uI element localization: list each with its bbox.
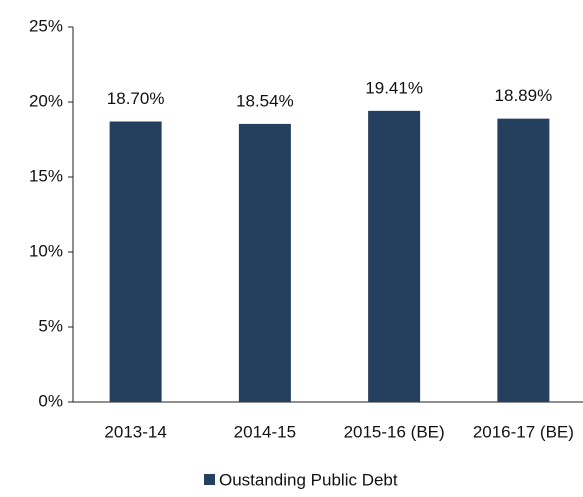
legend-label: Oustanding Public Debt xyxy=(219,470,398,489)
legend-swatch xyxy=(204,474,215,485)
bar xyxy=(497,118,550,403)
y-tick-label: 0% xyxy=(38,391,63,410)
x-tick-label: 2015-16 (BE) xyxy=(344,422,445,441)
data-label: 18.89% xyxy=(495,86,553,105)
y-tick-label: 25% xyxy=(29,16,63,35)
y-tick-label: 10% xyxy=(29,241,63,260)
data-label: 18.54% xyxy=(236,91,294,110)
data-label: 18.70% xyxy=(107,89,165,108)
data-label: 19.41% xyxy=(365,78,423,97)
y-tick-label: 15% xyxy=(29,166,63,185)
bar xyxy=(109,121,162,402)
bar xyxy=(238,123,291,403)
x-tick-label: 2014-15 xyxy=(234,422,296,441)
x-tick-label: 2013-14 xyxy=(104,422,166,441)
y-tick-label: 20% xyxy=(29,91,63,110)
x-tick-label: 2016-17 (BE) xyxy=(473,422,574,441)
y-tick-label: 5% xyxy=(38,316,63,335)
bar xyxy=(368,110,421,402)
